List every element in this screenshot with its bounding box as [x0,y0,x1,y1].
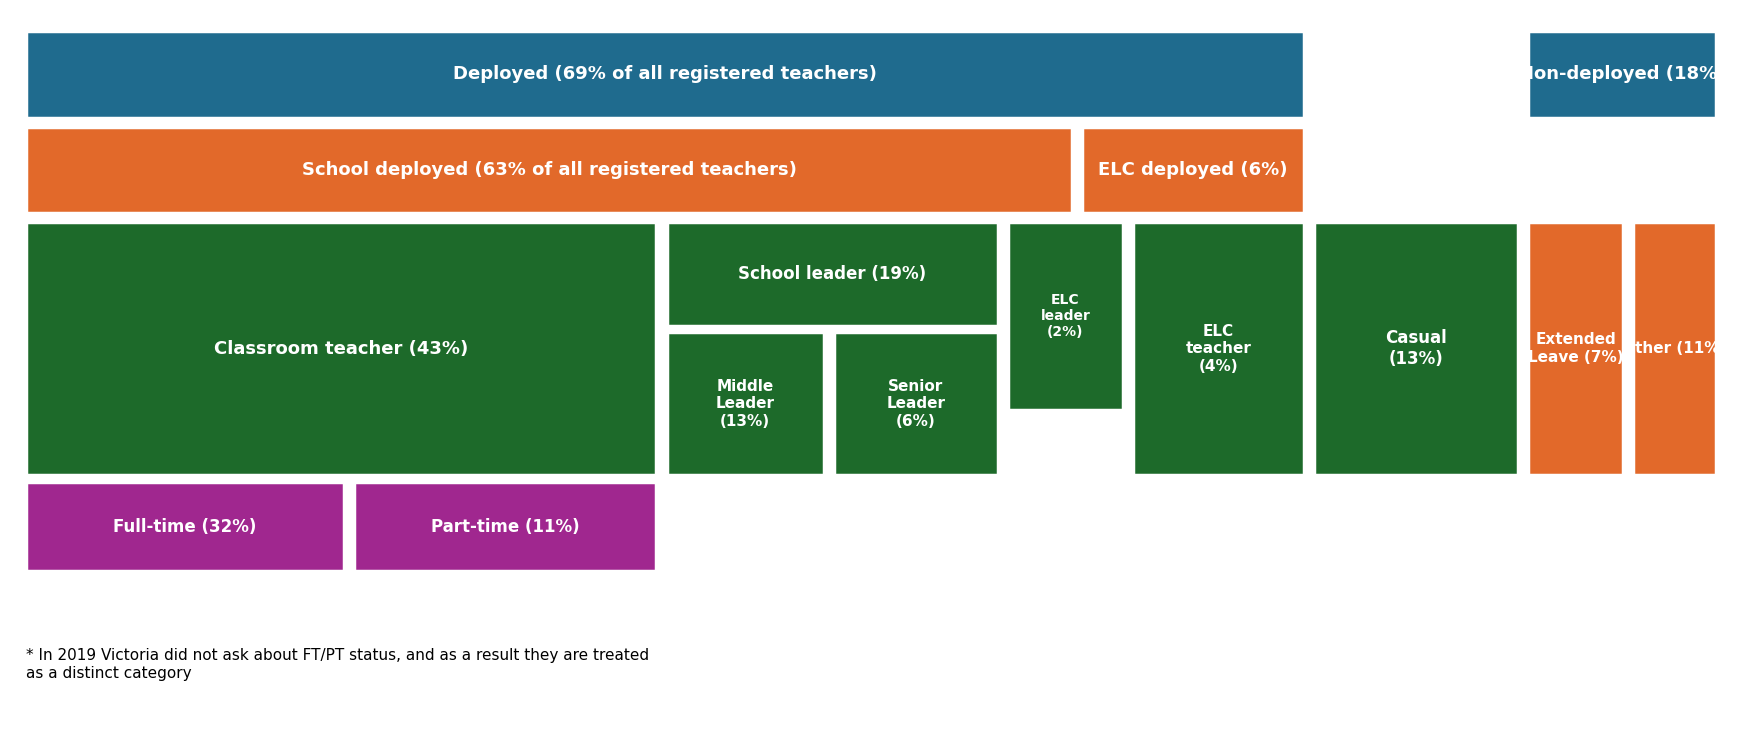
FancyBboxPatch shape [1082,127,1303,213]
FancyBboxPatch shape [26,483,343,571]
FancyBboxPatch shape [1009,222,1124,410]
FancyBboxPatch shape [26,127,1071,213]
Text: ELC
teacher
(4%): ELC teacher (4%) [1185,324,1251,373]
Text: Non-deployed (18%): Non-deployed (18%) [1519,66,1725,83]
Text: Part-time (11%): Part-time (11%) [430,518,580,536]
Text: ELC deployed (6%): ELC deployed (6%) [1097,161,1287,179]
FancyBboxPatch shape [354,483,657,571]
FancyBboxPatch shape [667,332,824,475]
FancyBboxPatch shape [834,332,998,475]
FancyBboxPatch shape [26,31,1303,118]
FancyBboxPatch shape [1313,222,1519,475]
Text: Deployed (69% of all registered teachers): Deployed (69% of all registered teachers… [453,66,876,83]
FancyBboxPatch shape [1528,222,1624,475]
Text: Extended
Leave (7%): Extended Leave (7%) [1528,332,1624,365]
Text: * In 2019 Victoria did not ask about FT/PT status, and as a result they are trea: * In 2019 Victoria did not ask about FT/… [26,648,650,680]
FancyBboxPatch shape [1632,222,1716,475]
Text: Other (11%): Other (11%) [1622,341,1726,356]
Text: Full-time (32%): Full-time (32%) [113,518,256,536]
Text: Middle
Leader
(13%): Middle Leader (13%) [716,379,775,428]
Text: Casual
(13%): Casual (13%) [1385,329,1448,368]
FancyBboxPatch shape [26,222,657,475]
Text: School leader (19%): School leader (19%) [739,265,927,283]
Text: Classroom teacher (43%): Classroom teacher (43%) [214,340,469,358]
Text: Senior
Leader
(6%): Senior Leader (6%) [887,379,946,428]
Text: School deployed (63% of all registered teachers): School deployed (63% of all registered t… [301,161,796,179]
FancyBboxPatch shape [1132,222,1303,475]
FancyBboxPatch shape [1528,31,1716,118]
Text: ELC
leader
(2%): ELC leader (2%) [1040,293,1090,339]
FancyBboxPatch shape [667,222,998,326]
